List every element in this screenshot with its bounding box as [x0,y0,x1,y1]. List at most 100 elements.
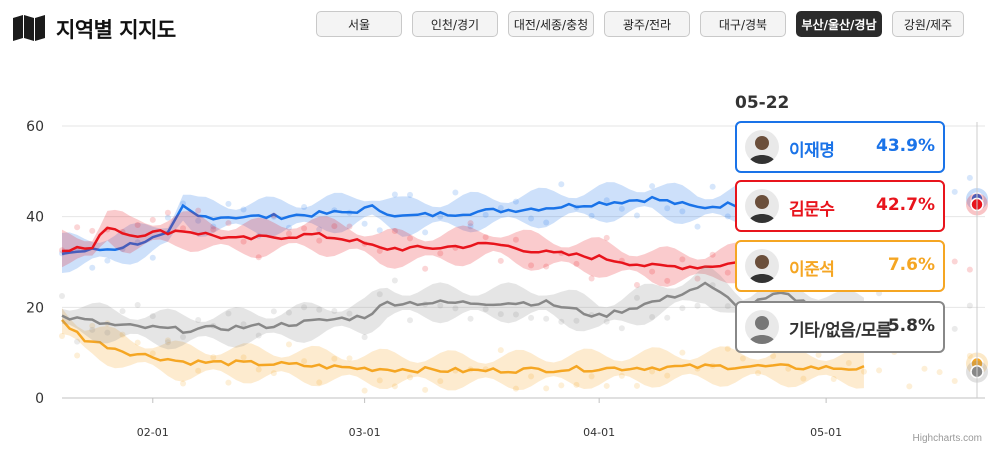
poll-point [240,206,247,213]
series-line[interactable] [61,226,865,271]
poll-point [210,223,217,230]
poll-point [361,220,368,227]
poll-point [422,265,429,272]
candidate-percent: 42.7% [876,195,935,215]
poll-point [860,368,867,375]
poll-point [543,315,550,322]
poll-point [134,339,141,346]
poll-point [724,345,731,352]
poll-point [633,382,640,389]
tooltip-date: 05-22 [735,93,790,113]
candidate-card[interactable]: 김문수 42.7% [735,180,945,232]
poll-point [573,260,580,267]
poll-point [618,325,625,332]
candidate-name: 기타/없음/모름 [789,321,892,341]
poll-point [452,305,459,312]
poll-point [240,321,247,328]
candidate-name: 이준석 [789,260,835,280]
poll-point [149,254,156,261]
poll-point [134,302,141,309]
poll-point [633,294,640,301]
poll-point [255,366,262,373]
poll-point [376,377,383,384]
candidate-name: 이재명 [789,141,835,161]
region-button[interactable]: 강원/제주 [892,11,964,37]
candidate-percent: 43.9% [876,136,935,156]
poll-point [331,355,338,362]
poll-point [966,174,973,181]
region-button[interactable]: 서울 [316,11,402,37]
poll-point [407,317,414,324]
candidate-card[interactable]: 이재명 43.9% [735,121,945,173]
candidate-percent: 7.6% [887,255,935,275]
candidate-card[interactable]: 기타/없음/모름 5.8% [735,301,945,353]
poll-point [951,188,958,195]
y-tick-label: 40 [26,210,44,226]
poll-point [437,302,444,309]
candidate-name: 김문수 [789,200,835,220]
poll-point [119,308,126,315]
poll-point [588,212,595,219]
poll-point [951,258,958,265]
poll-point [59,333,65,340]
poll-point [452,189,459,196]
poll-point [149,313,156,320]
poll-point [785,365,792,372]
poll-point [497,311,504,318]
poll-point [709,251,716,258]
poll-point [210,354,217,361]
poll-point [512,198,519,205]
poll-point [316,379,323,386]
poll-point [391,191,398,198]
poll-point [164,209,171,216]
poll-point [649,313,656,320]
poll-point [210,226,217,233]
poll-point [180,225,187,232]
poll-point [603,234,610,241]
confidence-band [62,308,864,391]
map-icon [13,15,45,41]
poll-point [104,329,111,336]
series-line[interactable] [61,281,865,335]
poll-point [437,250,444,257]
series-line[interactable] [61,195,865,256]
avatar [745,130,779,164]
poll-point [255,332,262,339]
region-button[interactable]: 부산/울산/경남 [796,11,882,37]
poll-point [74,224,81,231]
poll-point [679,256,686,263]
poll-point [664,205,671,212]
region-button[interactable]: 대구/경북 [700,11,786,37]
poll-point [104,257,111,264]
poll-point [270,308,277,315]
region-button[interactable]: 광주/전라 [604,11,690,37]
poll-point [225,310,232,317]
poll-point [301,304,308,311]
poll-point [164,337,171,344]
region-button[interactable]: 인천/경기 [412,11,498,37]
chart-credit[interactable]: Highcharts.com [912,433,982,444]
region-button[interactable]: 대전/세종/충청 [508,11,594,37]
poll-point [588,373,595,380]
poll-point [679,349,686,356]
poll-point [285,309,292,316]
poll-point [407,191,414,198]
poll-point [180,334,187,341]
poll-point [482,234,489,241]
poll-point [407,235,414,242]
x-tick-label: 03-01 [349,426,381,439]
poll-point [482,306,489,313]
poll-point [467,315,474,322]
poll-point [573,317,580,324]
series-line[interactable] [61,319,865,374]
poll-point [285,230,292,237]
poll-point [649,183,656,190]
poll-point [603,197,610,204]
poll-point [558,318,565,325]
candidate-card[interactable]: 이준석 7.6% [735,240,945,292]
poll-point [543,219,550,226]
poll-point [74,352,81,359]
poll-point [528,215,535,222]
poll-point [149,216,156,223]
poll-point [316,306,323,313]
